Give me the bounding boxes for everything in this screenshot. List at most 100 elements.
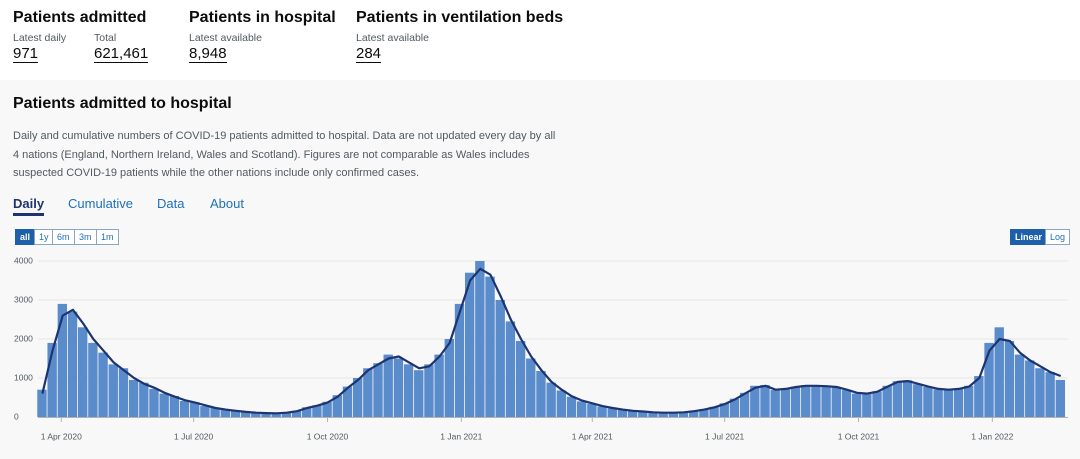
- bar: [179, 401, 190, 417]
- bar: [1004, 340, 1015, 417]
- bar: [1035, 368, 1045, 417]
- bar: [658, 412, 668, 417]
- bar: [546, 382, 556, 417]
- tab[interactable]: Daily: [13, 196, 45, 216]
- bar: [587, 403, 597, 417]
- bar: [454, 303, 465, 417]
- bar: [108, 364, 118, 417]
- bar: [780, 388, 791, 417]
- bar: [291, 410, 302, 417]
- bar: [729, 398, 740, 417]
- y-tick-label: 0: [14, 411, 19, 421]
- bar: [811, 385, 821, 417]
- bar: [577, 401, 587, 417]
- bar: [913, 384, 923, 417]
- bar: [393, 358, 404, 417]
- bar: [1025, 360, 1035, 417]
- bar: [668, 412, 679, 417]
- bar: [37, 389, 47, 417]
- bar: [128, 379, 139, 417]
- bar: [261, 413, 271, 417]
- bar: [281, 412, 292, 417]
- range-button[interactable]: 6m: [52, 229, 75, 245]
- scale-button[interactable]: Log: [1045, 229, 1071, 245]
- bar: [342, 386, 353, 417]
- bar: [363, 368, 373, 417]
- bar: [597, 406, 607, 417]
- x-tick-label: 1 Jul 2020: [174, 431, 213, 441]
- bar: [322, 401, 332, 417]
- bar: [953, 388, 964, 417]
- bar: [230, 410, 241, 417]
- tab[interactable]: Data: [157, 196, 185, 211]
- stat-value[interactable]: 621,461: [94, 45, 149, 63]
- bar: [841, 390, 852, 417]
- bar: [627, 411, 638, 417]
- bar: [851, 393, 862, 417]
- bar: [902, 380, 913, 417]
- scale-button[interactable]: Linear: [1010, 229, 1048, 245]
- y-tick-label: 4000: [14, 255, 33, 265]
- range-button[interactable]: 1y: [34, 229, 54, 245]
- tab[interactable]: Cumulative: [68, 196, 134, 211]
- bar: [98, 352, 108, 417]
- bar: [1055, 379, 1066, 417]
- range-button[interactable]: 3m: [74, 229, 97, 245]
- bar: [200, 406, 210, 417]
- bar: [47, 342, 57, 417]
- bar: [821, 386, 831, 417]
- bar: [1014, 354, 1025, 417]
- bar: [974, 376, 984, 417]
- bar: [984, 342, 994, 417]
- tab[interactable]: About: [210, 196, 244, 211]
- bar: [739, 392, 750, 417]
- bar: [383, 354, 393, 417]
- x-tick-label: 1 Apr 2020: [41, 431, 82, 441]
- x-tick-label: 1 Oct 2021: [838, 431, 880, 441]
- bar: [556, 390, 567, 417]
- bar: [943, 390, 953, 417]
- bar: [332, 395, 342, 417]
- stat-title: Patients in ventilation beds: [356, 9, 564, 26]
- bar: [689, 410, 699, 417]
- bar: [607, 408, 617, 417]
- bar: [475, 261, 485, 417]
- bar: [515, 340, 526, 417]
- bar: [352, 378, 363, 417]
- stat-label: Latest available: [189, 32, 262, 44]
- bar: [801, 385, 811, 417]
- x-tick-label: 1 Jan 2021: [440, 431, 482, 441]
- bar: [169, 395, 180, 417]
- bar: [444, 339, 455, 417]
- bar: [78, 327, 88, 417]
- x-tick-label: 1 Jan 2022: [971, 431, 1013, 441]
- stat-title: Patients admitted: [13, 9, 147, 26]
- y-tick-label: 3000: [14, 294, 33, 304]
- bar: [139, 382, 149, 417]
- bar: [251, 412, 261, 417]
- bar: [994, 327, 1004, 417]
- bar: [678, 412, 689, 417]
- stat-value[interactable]: 8,948: [189, 45, 227, 63]
- bar: [67, 311, 78, 417]
- bar: [271, 413, 281, 417]
- range-button[interactable]: 1m: [96, 229, 119, 245]
- bar: [617, 409, 628, 417]
- bar: [648, 412, 658, 417]
- bar: [933, 389, 943, 417]
- chart: 0 1000 2000 3000 4000 1 Apr 2020 1 Jul 2020 1 O…: [14, 255, 1068, 441]
- bar: [1045, 372, 1055, 417]
- card-description: Daily and cumulative numbers of COVID-19…: [13, 130, 556, 179]
- bar: [485, 276, 495, 417]
- range-button[interactable]: all: [15, 229, 36, 245]
- bar: [505, 321, 516, 417]
- stat-value[interactable]: 284: [356, 45, 382, 63]
- bar: [414, 370, 424, 417]
- stat-value[interactable]: 971: [13, 45, 39, 63]
- bar: [210, 407, 220, 417]
- bar: [831, 387, 841, 417]
- x-tick-label: 1 Jul 2021: [705, 431, 744, 441]
- card-title: Patients admitted to hospital: [13, 95, 232, 112]
- bar: [240, 412, 251, 417]
- bar: [872, 391, 882, 417]
